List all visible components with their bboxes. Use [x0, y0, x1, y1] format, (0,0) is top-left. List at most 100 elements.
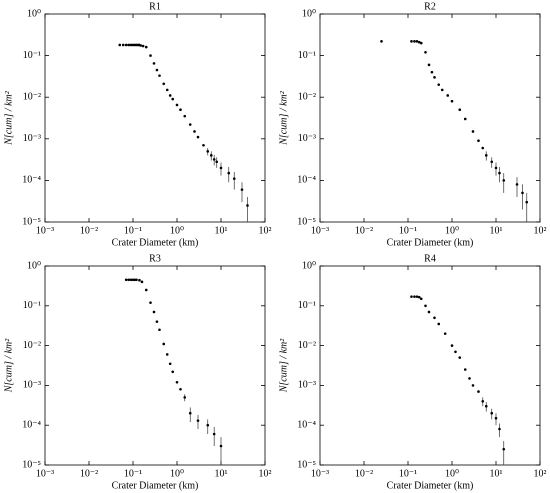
y-axis-label: N[cum] / km²: [3, 338, 14, 394]
data-point: [171, 370, 175, 374]
data-point: [139, 44, 143, 47]
y-tick-label: 10⁻⁵: [22, 459, 41, 470]
data-point: [118, 43, 122, 47]
x-axis-label: Crater Diameter (km): [387, 237, 474, 248]
y-tick-label: 10⁻⁴: [297, 419, 316, 430]
data-point: [138, 278, 141, 282]
x-tick-label: 10⁻¹: [399, 468, 417, 479]
data-point: [206, 423, 210, 427]
data-point: [188, 123, 192, 126]
data-point: [232, 177, 236, 180]
data-point: [490, 411, 494, 415]
data-point: [219, 444, 223, 448]
data-point: [175, 103, 179, 107]
data-point: [149, 54, 152, 57]
x-tick-label: 10⁰: [445, 225, 459, 236]
data-point: [202, 143, 205, 147]
data-point: [430, 70, 434, 74]
x-tick-label: 10⁻¹: [124, 225, 142, 236]
y-tick-label: 10⁻²: [23, 91, 41, 102]
y-tick-label: 10⁻¹: [23, 300, 41, 311]
data-point: [196, 419, 200, 422]
x-axis-label: Crater Diameter (km): [387, 480, 474, 491]
data-point: [206, 150, 210, 153]
data-point: [131, 278, 135, 282]
data-point: [481, 146, 485, 150]
y-tick-label: 10⁻⁵: [22, 216, 41, 227]
plot-frame: [319, 265, 541, 466]
data-point: [498, 427, 501, 431]
data-point: [188, 411, 192, 415]
y-tick-label: 10⁻¹: [23, 50, 41, 61]
x-tick-label: 10⁻³: [36, 225, 54, 236]
data-point: [521, 191, 524, 195]
data-point: [463, 368, 467, 371]
data-point: [477, 390, 480, 393]
y-axis-label: N[cum] / km²: [278, 90, 289, 146]
y-tick-label: 10⁻²: [23, 340, 41, 351]
data-point: [424, 51, 427, 54]
data-point: [165, 88, 169, 92]
data-point: [212, 432, 216, 436]
data-point: [168, 94, 172, 97]
y-tick-label: 10⁻¹: [298, 300, 316, 311]
data-point: [179, 387, 182, 391]
y-tick-label: 10⁰: [302, 8, 316, 19]
data-point: [162, 342, 166, 346]
data-point: [193, 130, 196, 133]
data-point: [209, 154, 213, 157]
data-point: [183, 114, 187, 118]
data-point: [127, 43, 131, 47]
x-tick-label: 10⁻²: [355, 225, 373, 236]
data-point: [144, 288, 148, 292]
x-axis-label: Crater Diameter (km): [112, 237, 199, 248]
data-point: [446, 94, 450, 97]
x-tick-label: 10⁰: [445, 468, 459, 479]
x-tick-label: 10⁻¹: [124, 468, 142, 479]
data-point: [471, 130, 475, 133]
data-point: [141, 44, 145, 48]
y-tick-label: 10⁻⁵: [297, 216, 316, 227]
data-point: [433, 76, 436, 79]
data-point: [498, 171, 501, 175]
plot-frame: [44, 13, 266, 223]
data-point: [417, 295, 421, 299]
data-point: [124, 278, 128, 282]
data-point: [433, 316, 436, 320]
data-point: [149, 301, 152, 304]
data-point: [131, 43, 135, 47]
data-point: [502, 179, 506, 182]
x-tick-label: 10⁻³: [311, 225, 329, 236]
data-point: [175, 380, 179, 384]
data-point: [124, 43, 128, 47]
data-point: [440, 88, 444, 92]
data-point: [219, 166, 223, 170]
data-point: [155, 320, 159, 323]
data-point: [463, 117, 467, 121]
data-point: [171, 97, 175, 101]
y-tick-label: 10⁻³: [23, 133, 41, 144]
data-point: [129, 278, 133, 282]
panel-title: R3: [149, 253, 161, 264]
data-point: [215, 160, 219, 164]
data-point: [246, 204, 249, 207]
data-point: [165, 353, 169, 356]
x-axis-label: Crater Diameter (km): [112, 480, 199, 491]
x-tick-label: 10²: [259, 468, 272, 479]
y-tick-label: 10⁰: [27, 8, 41, 19]
x-tick-label: 10²: [534, 225, 547, 236]
data-point: [525, 200, 529, 204]
y-tick-label: 10⁻⁴: [22, 175, 41, 186]
x-tick-label: 10¹: [215, 468, 228, 479]
data-point: [450, 344, 454, 347]
data-point: [481, 399, 485, 403]
data-point: [413, 295, 416, 298]
data-point: [427, 63, 431, 67]
y-tick-label: 10⁻²: [298, 91, 316, 102]
data-point: [468, 377, 471, 380]
data-point: [152, 310, 156, 314]
